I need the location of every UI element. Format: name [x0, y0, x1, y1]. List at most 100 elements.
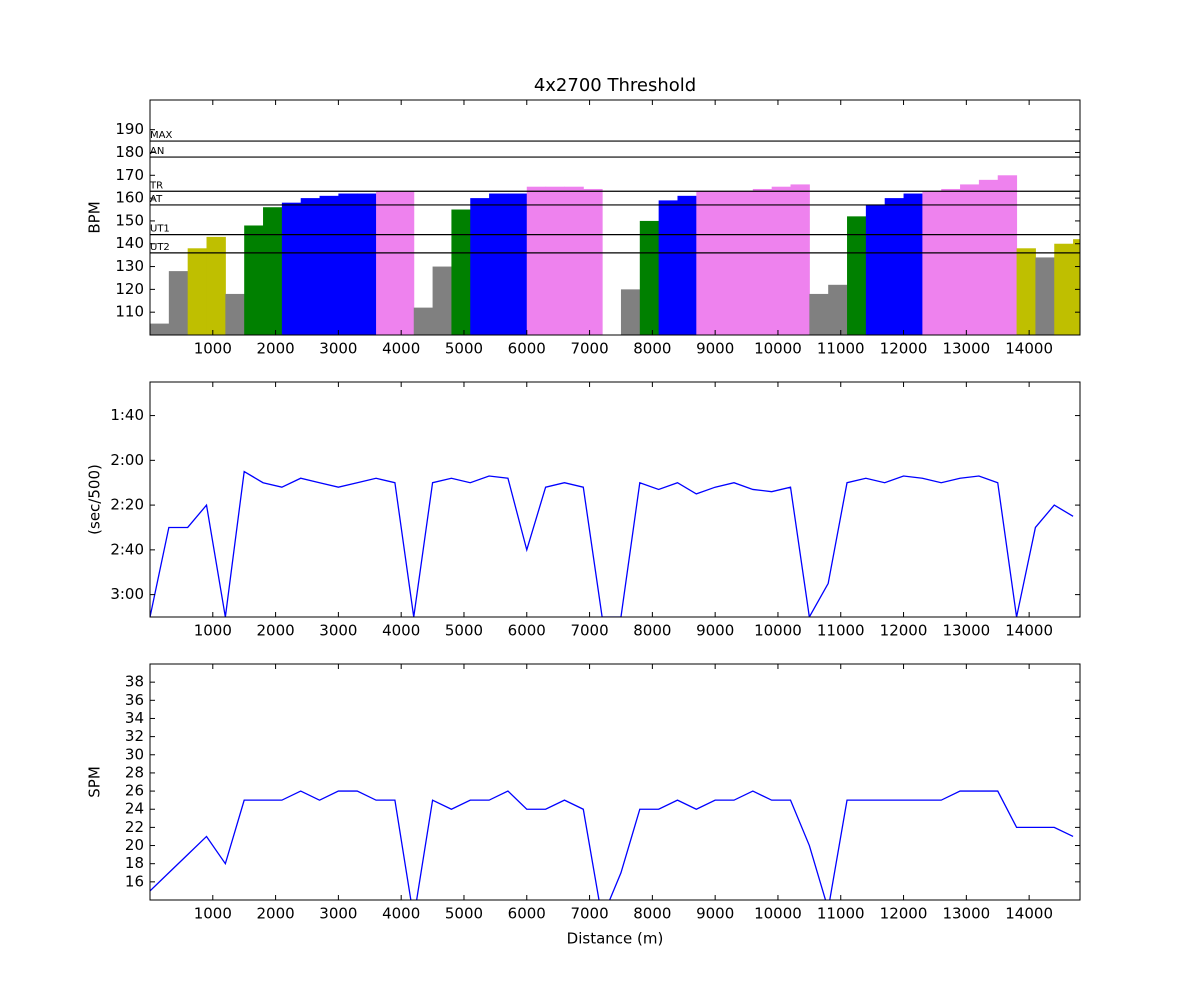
hr-bar: [489, 193, 509, 335]
y-tick-label: 150: [115, 211, 144, 229]
x-tick-label: 1000: [194, 340, 232, 358]
y-tick-label: 180: [115, 143, 144, 161]
axes-frame: [149, 663, 1081, 901]
zone-label: UT2: [150, 242, 170, 253]
y-tick-label: 32: [125, 727, 144, 745]
y-tick-label: 160: [115, 189, 144, 207]
x-tick-label: 3000: [319, 340, 357, 358]
y-tick-label: 18: [125, 854, 144, 872]
y-tick-label: 16: [125, 872, 144, 890]
x-tick-label: 4000: [382, 905, 420, 923]
x-tick-label: 12000: [880, 905, 928, 923]
hr-bar: [733, 191, 754, 335]
x-tick-label: 5000: [445, 340, 483, 358]
hr-bar: [922, 191, 942, 335]
hr-bar: [1073, 239, 1080, 335]
x-tick-label: 11000: [817, 905, 865, 923]
x-tick-label: 9000: [696, 905, 734, 923]
axes-frame: [149, 99, 1081, 336]
hr-bar: [941, 188, 961, 335]
x-tick-label: 2000: [256, 340, 294, 358]
y-tick-label: 22: [125, 818, 144, 836]
y-tick-label: 130: [115, 257, 144, 275]
y-tick-label: 28: [125, 763, 144, 781]
hr-bar: [357, 193, 377, 335]
y-axis-label: BPM: [86, 201, 104, 233]
x-tick-label: 8000: [633, 340, 671, 358]
hr-bar: [168, 271, 189, 335]
plot-area: [150, 790, 1074, 900]
hr-bar: [847, 216, 867, 335]
hr-bar: [376, 191, 396, 335]
hr-bar: [564, 186, 584, 335]
zone-label: UT1: [150, 224, 170, 235]
x-tick-label: 3000: [319, 905, 357, 923]
hr-bar: [583, 188, 603, 335]
data-line: [150, 790, 1074, 900]
chart-title: 4x2700 Threshold: [534, 75, 696, 96]
x-tick-label: 1000: [194, 622, 232, 640]
y-tick-label: 120: [115, 280, 144, 298]
y-tick-label: 3:00: [110, 585, 144, 603]
y-tick-label: 170: [115, 166, 144, 184]
hr-bar: [338, 193, 358, 335]
hr-bar: [413, 307, 434, 335]
hr-bar: [1016, 248, 1036, 335]
x-tick-label: 3000: [319, 622, 357, 640]
plot-area: [150, 175, 1080, 335]
hr-bar: [677, 195, 697, 335]
hr-bar: [526, 186, 547, 335]
axes-frame: [149, 381, 1081, 618]
hr-bar: [300, 198, 321, 335]
zone-label: TR: [149, 180, 163, 191]
hr-bar: [960, 184, 980, 335]
hr-bar: [997, 175, 1018, 335]
zone-label: AN: [150, 146, 164, 157]
x-tick-label: 10000: [754, 622, 802, 640]
x-tick-label: 7000: [570, 340, 608, 358]
hr-bar: [263, 207, 283, 335]
x-tick-label: 2000: [256, 622, 294, 640]
y-tick-label: 36: [125, 691, 144, 709]
x-tick-label: 12000: [880, 622, 928, 640]
x-tick-label: 11000: [817, 340, 865, 358]
y-tick-label: 2:40: [110, 540, 144, 558]
x-tick-label: 5000: [445, 622, 483, 640]
x-tick-label: 10000: [754, 905, 802, 923]
x-tick-label: 14000: [1005, 622, 1053, 640]
x-tick-label: 11000: [817, 622, 865, 640]
hr-bar: [319, 195, 339, 335]
hr-bar: [470, 198, 490, 335]
y-tick-label: 26: [125, 782, 144, 800]
x-tick-label: 14000: [1005, 905, 1053, 923]
x-tick-label: 13000: [942, 905, 990, 923]
hr-bar: [281, 202, 302, 335]
x-tick-label: 9000: [696, 622, 734, 640]
zone-label: AT: [150, 194, 163, 205]
hr-bar: [1035, 257, 1055, 335]
x-tick-label: 4000: [382, 340, 420, 358]
y-tick-label: 34: [125, 709, 144, 727]
hr-bar: [451, 209, 471, 335]
x-tick-label: 6000: [508, 340, 546, 358]
y-tick-label: 30: [125, 745, 144, 763]
hr-bar: [752, 188, 773, 335]
x-tick-label: 7000: [570, 622, 608, 640]
y-tick-label: 190: [115, 120, 144, 138]
x-tick-label: 1000: [194, 905, 232, 923]
hr-bar: [206, 236, 226, 335]
hr-bar: [432, 266, 452, 335]
y-tick-label: 2:20: [110, 496, 144, 514]
y-axis-label: (sec/500): [86, 464, 104, 535]
hr-bar: [1054, 243, 1074, 335]
hr-bar: [507, 193, 528, 335]
x-tick-label: 5000: [445, 905, 483, 923]
hr-bar: [771, 186, 792, 335]
hr-bar: [639, 220, 660, 335]
x-tick-label: 13000: [942, 340, 990, 358]
hr-bar: [545, 186, 565, 335]
hr-bar: [658, 200, 678, 335]
x-tick-label: 14000: [1005, 340, 1053, 358]
y-tick-label: 24: [125, 800, 144, 818]
